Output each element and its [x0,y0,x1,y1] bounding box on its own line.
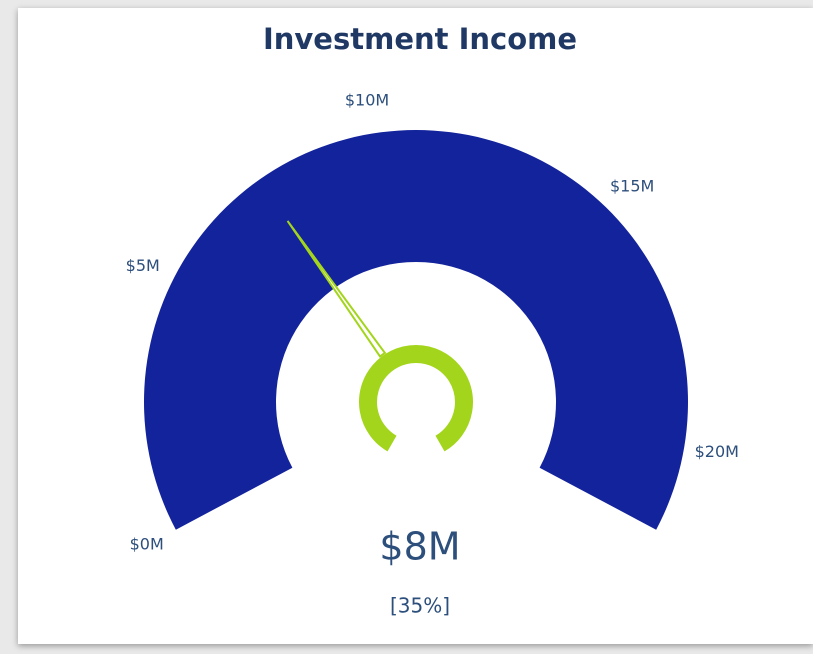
tick-label: $5M [126,256,160,275]
tick-label: $10M [345,90,389,109]
tick-label: $15M [610,176,654,195]
chart-title: Investment Income [263,22,577,56]
value-label: $8M [379,525,460,569]
needle-hub [359,345,473,452]
tick-label: $20M [695,442,739,461]
needle [286,220,387,358]
percent-label: [35%] [390,594,450,618]
tick-label: $0M [130,535,164,554]
card [18,8,813,644]
gauge-arc [144,130,688,530]
